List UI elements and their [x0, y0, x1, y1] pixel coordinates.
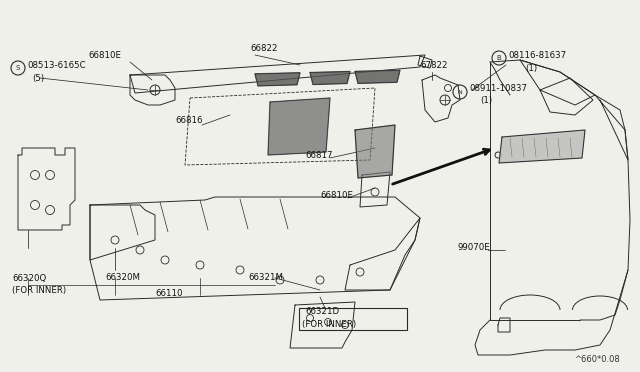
Text: 67822: 67822 [420, 61, 447, 70]
Text: ^660*0.08: ^660*0.08 [574, 356, 620, 365]
Polygon shape [355, 70, 400, 83]
Text: 08911-10837: 08911-10837 [469, 83, 527, 93]
Polygon shape [255, 73, 300, 86]
Bar [299, 308, 407, 330]
Polygon shape [310, 71, 350, 84]
Text: 66816: 66816 [175, 115, 202, 125]
Text: 66321D: 66321D [305, 308, 339, 317]
Text: N: N [458, 90, 462, 94]
Text: 66810E: 66810E [88, 51, 121, 60]
Text: 66817: 66817 [305, 151, 333, 160]
Text: (1): (1) [480, 96, 492, 105]
Text: 08116-81637: 08116-81637 [508, 51, 566, 60]
Text: 08513-6165C: 08513-6165C [27, 61, 86, 70]
Polygon shape [355, 125, 395, 178]
Text: 66110: 66110 [155, 289, 182, 298]
Polygon shape [268, 98, 330, 155]
Text: (FOR INNER): (FOR INNER) [12, 285, 66, 295]
Text: (5): (5) [32, 74, 44, 83]
Text: S: S [16, 65, 20, 71]
Text: 66320M: 66320M [105, 273, 140, 282]
Text: 66320Q: 66320Q [12, 273, 46, 282]
Polygon shape [499, 130, 585, 163]
Text: B: B [497, 55, 501, 61]
Text: 66321M: 66321M [248, 273, 283, 282]
Text: (FOR INNER): (FOR INNER) [302, 320, 356, 328]
Text: (1): (1) [525, 64, 537, 73]
Text: 66810E: 66810E [320, 190, 353, 199]
Text: 66822: 66822 [250, 44, 278, 52]
Text: 99070E: 99070E [458, 244, 491, 253]
